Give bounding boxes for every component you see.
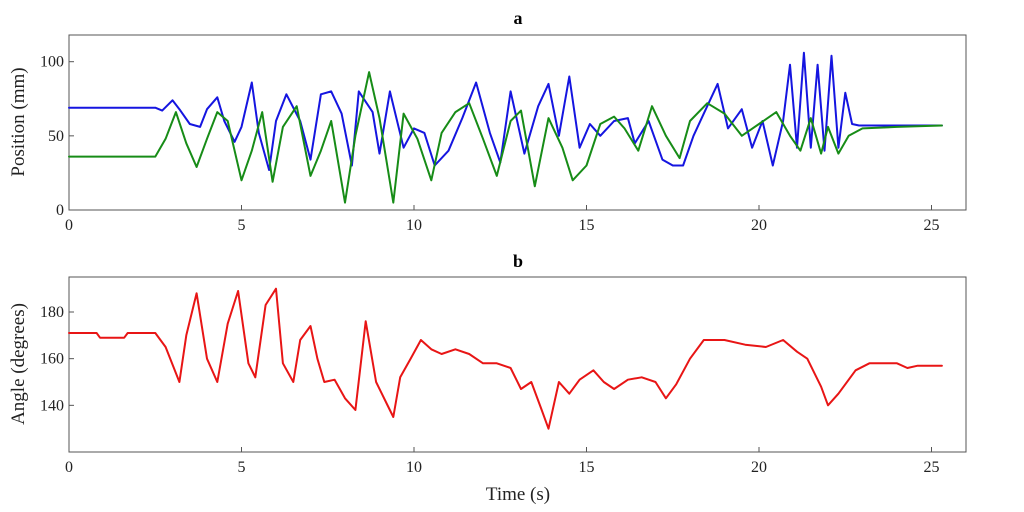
panel-b-series-line-1 — [68, 287, 943, 430]
panel-a-series-line-1 — [68, 51, 943, 171]
x-tick-label: 20 — [751, 459, 767, 476]
panel-a-frame — [68, 34, 967, 211]
x-tick-label: 0 — [65, 217, 73, 234]
panel-a-series-line-2 — [68, 71, 943, 204]
panel-b-ylabel: Angle (degrees) — [8, 303, 29, 425]
x-tick-label: 10 — [406, 217, 422, 234]
x-tick-label: 0 — [65, 459, 73, 476]
panel-a-ticks: 0 5 10 15 20 25 0 50 100 — [40, 54, 940, 234]
panel-b: b 0 5 10 15 20 25 140 160 180 Angle (degrees) Ti… — [8, 251, 967, 505]
y-tick-label: 50 — [48, 128, 64, 145]
y-tick-label: 140 — [40, 397, 64, 414]
x-tick-label: 20 — [751, 217, 767, 234]
x-tick-label: 5 — [238, 459, 246, 476]
y-tick-label: 160 — [40, 351, 64, 368]
panel-b-title: b — [513, 251, 523, 271]
panel-b-xlabel: Time (s) — [486, 484, 550, 505]
panel-a-ylabel: Position (mm) — [8, 67, 29, 176]
y-tick-label: 0 — [56, 202, 64, 219]
x-tick-label: 25 — [924, 459, 940, 476]
panel-a: a 0 5 10 15 20 25 0 50 100 Position (mm) — [8, 8, 967, 234]
panel-b-ticks: 0 5 10 15 20 25 140 160 180 — [40, 304, 940, 476]
x-tick-label: 15 — [579, 459, 595, 476]
x-tick-label: 15 — [579, 217, 595, 234]
panel-a-series — [68, 51, 943, 204]
x-tick-label: 5 — [238, 217, 246, 234]
panel-b-series — [68, 287, 943, 430]
panel-b-frame — [68, 276, 967, 453]
y-tick-label: 180 — [40, 304, 64, 321]
panel-a-title: a — [514, 8, 523, 28]
x-tick-label: 25 — [924, 217, 940, 234]
y-tick-label: 100 — [40, 54, 64, 71]
x-tick-label: 10 — [406, 459, 422, 476]
